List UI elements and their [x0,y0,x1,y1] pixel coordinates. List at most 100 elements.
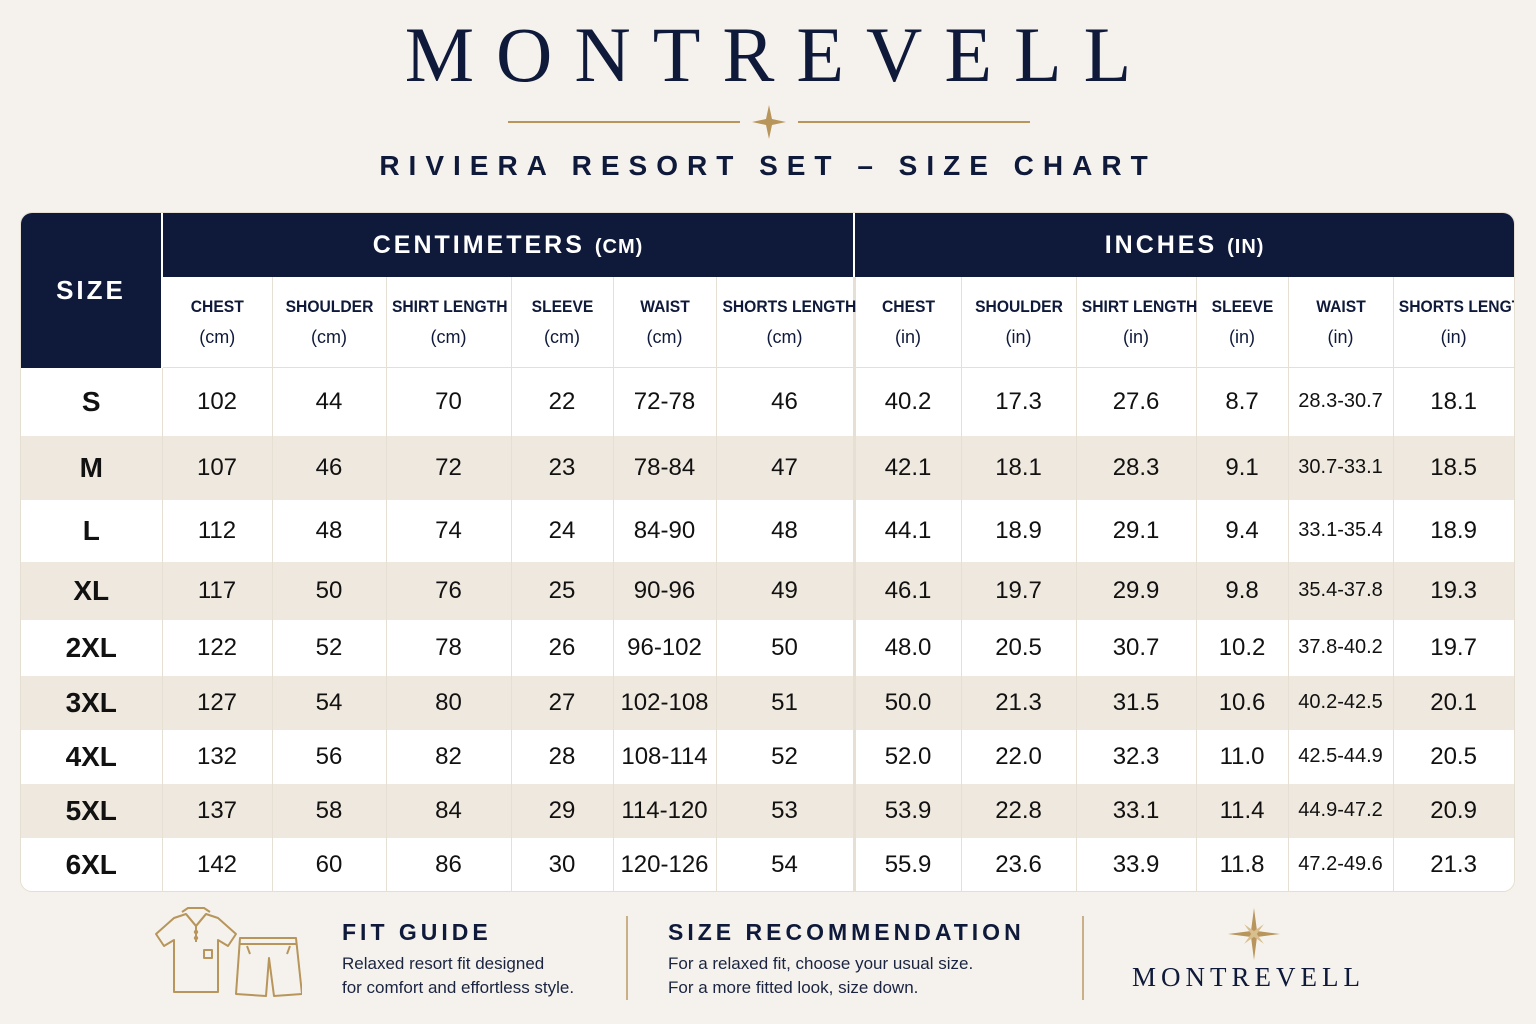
cm-value-cell: 44 [272,367,387,436]
column-header-unit: (in) [1005,326,1032,347]
column-header: SHOULDER (in) [961,277,1077,368]
cm-value-cell: 72 [386,435,512,500]
in-value-cell: 20.5 [1393,729,1514,784]
in-value-cell: 40.2-42.5 [1288,675,1394,730]
in-value-cell: 11.4 [1196,783,1289,838]
table-row: 2XL 122 52 78 26 96-102 50 48.0 20.5 30.7 10.2 37.8… [21,619,1514,676]
in-value-cell: 31.5 [1076,675,1197,730]
cm-value-cell: 50 [272,561,387,620]
column-header: SLEEVE (cm) [511,277,614,368]
centimeters-group-header: CENTIMETERS (CM) [162,213,856,277]
cm-value-cell: 78-84 [613,435,717,500]
in-value-cell: 30.7-33.1 [1288,435,1394,500]
column-header-unit: (in) [1440,326,1467,347]
in-value-cell: 47.2-49.6 [1288,837,1394,891]
in-value-cell: 32.3 [1076,729,1197,784]
in-value-cell: 17.3 [961,367,1077,436]
cm-value-cell: 51 [716,675,856,730]
cm-value-cell: 127 [162,675,273,730]
cm-value-cell: 46 [716,367,856,436]
in-value-cell: 50.0 [854,675,962,730]
in-value-cell: 21.3 [1393,837,1514,891]
column-header-unit: (in) [1229,326,1256,347]
cm-value-cell: 102-108 [613,675,717,730]
cm-value-cell: 24 [511,499,614,562]
cm-value-cell: 28 [511,729,614,784]
in-value-cell: 27.6 [1076,367,1197,436]
cm-value-cell: 48 [272,499,387,562]
cm-value-cell: 25 [511,561,614,620]
in-value-cell: 46.1 [854,561,962,620]
table-row: XL 117 50 76 25 90-96 49 46.1 19.7 29.9 9.8 35.4-37… [21,561,1514,620]
cm-value-cell: 84 [386,783,512,838]
brand-title: MONTREVELL [404,11,1154,98]
in-value-cell: 19.7 [1393,619,1514,676]
size-cell: 6XL [21,837,163,891]
footer-divider-1 [626,916,628,1000]
in-value-cell: 42.1 [854,435,962,500]
inches-group-header: INCHES (IN) [854,213,1514,277]
cm-value-cell: 114-120 [613,783,717,838]
fit-guide: FIT GUIDE Relaxed resort fit designed fo… [342,916,574,1000]
group-header-row: SIZE CENTIMETERS (CM) INCHES (IN) [21,213,1514,368]
table-row: 6XL 142 60 86 30 120-126 54 55.9 23.6 33.9 11.8 47.… [21,837,1514,891]
column-header-label: SHOULDER [285,296,373,316]
column-header-unit: (cm) [311,326,347,347]
size-cell: 5XL [21,783,163,838]
in-value-cell: 52.0 [854,729,962,784]
in-value-cell: 18.9 [1393,499,1514,562]
fit-guide-line-2: for comfort and effortless style. [342,978,575,997]
cm-value-cell: 137 [162,783,273,838]
column-header: SLEEVE (in) [1196,277,1289,368]
inches-label: INCHES [1104,230,1218,259]
in-value-cell: 40.2 [854,367,962,436]
table-row: L 112 48 74 24 84-90 48 44.1 18.9 29.1 9.4 33.1-35.… [21,499,1514,562]
column-header-label: SHIRT LENGTH [1081,296,1197,316]
in-value-cell: 33.1-35.4 [1288,499,1394,562]
in-value-cell: 33.1 [1076,783,1197,838]
garment-icons [152,906,303,1007]
cm-value-cell: 54 [716,837,856,891]
cm-value-cell: 27 [511,675,614,730]
inches-unit: (IN) [1227,235,1265,258]
table-row: 3XL 127 54 80 27 102-108 51 50.0 21.3 31.5 10.6 40.… [21,675,1514,730]
centimeters-unit: (CM) [594,235,644,258]
column-header-unit: (cm) [766,326,803,347]
cm-value-cell: 53 [716,783,856,838]
in-value-cell: 48.0 [854,619,962,676]
fit-guide-line-1: Relaxed resort fit designed [342,954,545,973]
footer-brand-logo: MONTREVELL [1132,962,1365,992]
in-value-cell: 18.1 [961,435,1077,500]
cm-value-cell: 117 [162,561,273,620]
in-value-cell: 10.2 [1196,619,1289,676]
table-row: S 102 44 70 22 72-78 46 40.2 17.3 27.6 8.7 28.3-30.… [21,367,1514,436]
cm-value-cell: 26 [511,619,614,676]
column-header-label: WAIST [1315,296,1366,316]
size-column-header: SIZE [21,213,163,368]
column-header: SHOULDER (cm) [272,277,387,368]
in-value-cell: 18.9 [961,499,1077,562]
column-header-label: SLEEVE [1211,296,1273,316]
column-header: SHIRT LENGTH (cm) [386,277,512,368]
size-recommendation-line-2: For a more fitted look, size down. [668,978,919,997]
in-value-cell: 35.4-37.8 [1288,561,1394,620]
column-header-label: SHORTS LENGTH [721,296,856,316]
size-chart-table-card: SIZE CENTIMETERS (CM) INCHES (IN) CHEST (… [20,212,1515,892]
size-cell: 2XL [21,619,163,676]
cm-value-cell: 74 [386,499,512,562]
cm-value-cell: 78 [386,619,512,676]
in-value-cell: 37.8-40.2 [1288,619,1394,676]
cm-value-cell: 102 [162,367,273,436]
cm-value-cell: 54 [272,675,387,730]
cm-value-cell: 142 [162,837,273,891]
column-header-unit: (in) [895,326,922,347]
in-value-cell: 20.5 [961,619,1077,676]
cm-value-cell: 46 [272,435,387,500]
column-header-label: SHIRT LENGTH [391,296,508,316]
column-header-label: SHORTS LENGTH [1398,296,1514,316]
cm-value-cell: 23 [511,435,614,500]
in-value-cell: 11.0 [1196,729,1289,784]
table-row: 4XL 132 56 82 28 108-114 52 52.0 22.0 32.3 11.0 42.… [21,729,1514,784]
cm-value-cell: 52 [716,729,856,784]
cm-value-cell: 58 [272,783,387,838]
